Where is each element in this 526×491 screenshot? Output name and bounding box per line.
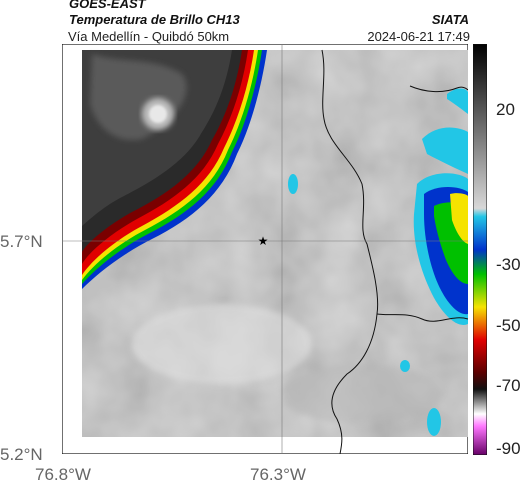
colorbar-tick: -70 <box>496 376 521 395</box>
x-tick-label: 76.3°W <box>250 465 306 484</box>
department-border <box>409 85 468 93</box>
small-cell <box>400 360 410 372</box>
y-tick-label: 5.2°N <box>0 445 43 464</box>
satellite-title: GOES-EAST <box>69 0 146 11</box>
colorbar <box>473 44 487 455</box>
star-marker: ★ <box>258 234 269 248</box>
warm-patch <box>132 304 312 384</box>
convective-cells-east <box>288 88 468 436</box>
colorbar-tick: -50 <box>496 316 521 335</box>
datetime-label: 2024-06-21 17:49 <box>367 29 470 44</box>
colorbar-tick: -30 <box>496 255 521 274</box>
header: GOES-EAST Temperatura de Brillo CH13 Vía… <box>0 0 526 46</box>
x-tick-label: 76.8°W <box>35 465 91 484</box>
region-subtitle: Vía Medellín - Quibdó 50km <box>68 29 230 44</box>
small-cell <box>427 408 441 436</box>
warm-patch <box>282 364 442 424</box>
satellite-map: ★ <box>62 44 468 454</box>
agency-label: SIATA <box>431 12 469 27</box>
small-cell <box>288 174 298 194</box>
colorbar-tick: -90 <box>496 439 521 458</box>
department-border <box>376 313 468 322</box>
y-tick-label: 5.7°N <box>0 232 43 251</box>
cold-cloud-system <box>82 50 267 289</box>
product-title: Temperatura de Brillo CH13 <box>69 12 240 27</box>
colorbar-tick: 20 <box>496 100 515 119</box>
department-border <box>321 49 379 454</box>
